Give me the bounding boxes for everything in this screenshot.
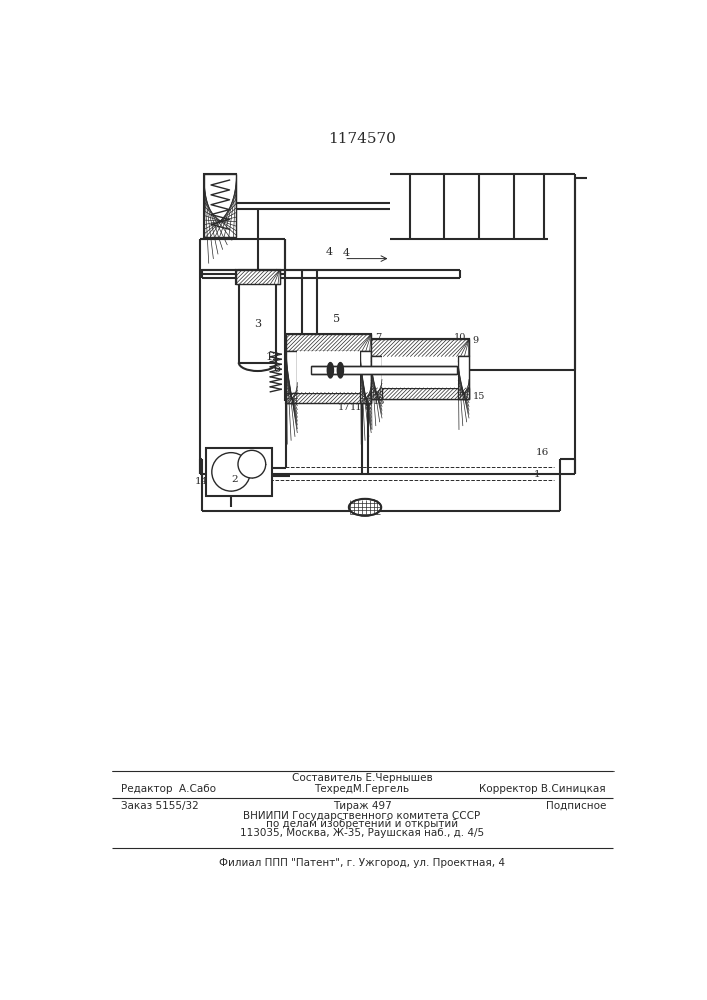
Bar xyxy=(286,351,297,403)
Text: 10: 10 xyxy=(454,333,466,342)
Text: 14: 14 xyxy=(194,477,208,486)
Text: Редактор  А.Сабо: Редактор А.Сабо xyxy=(121,784,216,794)
Bar xyxy=(371,388,469,399)
Text: Тираж 497: Тираж 497 xyxy=(332,801,392,811)
Bar xyxy=(458,356,469,399)
Text: 8: 8 xyxy=(364,403,370,412)
Ellipse shape xyxy=(327,363,334,378)
Bar xyxy=(361,351,371,403)
Bar xyxy=(206,448,272,496)
Text: Заказ 5155/32: Заказ 5155/32 xyxy=(121,801,199,811)
Bar xyxy=(371,339,469,356)
Text: 1: 1 xyxy=(533,470,540,479)
Text: 11: 11 xyxy=(349,403,362,412)
Bar xyxy=(371,339,469,356)
Circle shape xyxy=(238,450,266,478)
Ellipse shape xyxy=(337,363,344,378)
Text: 6: 6 xyxy=(273,364,281,374)
Bar xyxy=(311,366,457,374)
Text: 13: 13 xyxy=(373,397,385,406)
Text: Подписное: Подписное xyxy=(546,801,606,811)
Text: ВНИИПИ Государственного комитета СССР: ВНИИПИ Государственного комитета СССР xyxy=(243,811,481,821)
Ellipse shape xyxy=(349,499,381,516)
Bar xyxy=(286,351,297,403)
Bar xyxy=(361,351,371,403)
Bar xyxy=(286,334,371,351)
Bar xyxy=(286,393,371,403)
Text: по делам изобретений и открытий: по делам изобретений и открытий xyxy=(266,819,458,829)
Text: Филиал ППП "Патент", г. Ужгород, ул. Проектная, 4: Филиал ППП "Патент", г. Ужгород, ул. Про… xyxy=(219,858,505,868)
Bar xyxy=(382,350,458,388)
Bar xyxy=(235,270,279,284)
Text: 1174570: 1174570 xyxy=(328,132,396,146)
Text: Корректор В.Синицкая: Корректор В.Синицкая xyxy=(479,784,606,794)
Bar xyxy=(286,393,371,403)
Bar xyxy=(286,334,371,351)
Text: 16: 16 xyxy=(537,448,549,457)
Text: 12: 12 xyxy=(266,352,281,362)
Text: ТехредМ.Гергель: ТехредМ.Гергель xyxy=(315,784,409,794)
Circle shape xyxy=(212,453,250,491)
Bar xyxy=(204,174,236,237)
Bar xyxy=(371,356,382,399)
Bar xyxy=(458,356,469,399)
Text: 3: 3 xyxy=(254,319,261,329)
Text: 17: 17 xyxy=(338,403,351,412)
Text: 5: 5 xyxy=(333,314,340,324)
Text: 15: 15 xyxy=(473,392,485,401)
Bar xyxy=(239,270,276,363)
Bar xyxy=(371,388,469,399)
Text: 7: 7 xyxy=(375,333,381,342)
Text: 4: 4 xyxy=(325,247,332,257)
Text: 113035, Москва, Ж-35, Раушская наб., д. 4/5: 113035, Москва, Ж-35, Раушская наб., д. … xyxy=(240,828,484,838)
Text: 4: 4 xyxy=(342,248,349,258)
Bar xyxy=(204,174,236,237)
Text: Составитель Е.Чернышев: Составитель Е.Чернышев xyxy=(291,773,432,783)
Bar xyxy=(235,270,279,284)
Text: 2: 2 xyxy=(230,475,238,484)
Bar xyxy=(371,339,469,399)
Text: 9: 9 xyxy=(473,336,479,345)
Bar xyxy=(235,270,279,284)
Bar xyxy=(297,351,361,393)
